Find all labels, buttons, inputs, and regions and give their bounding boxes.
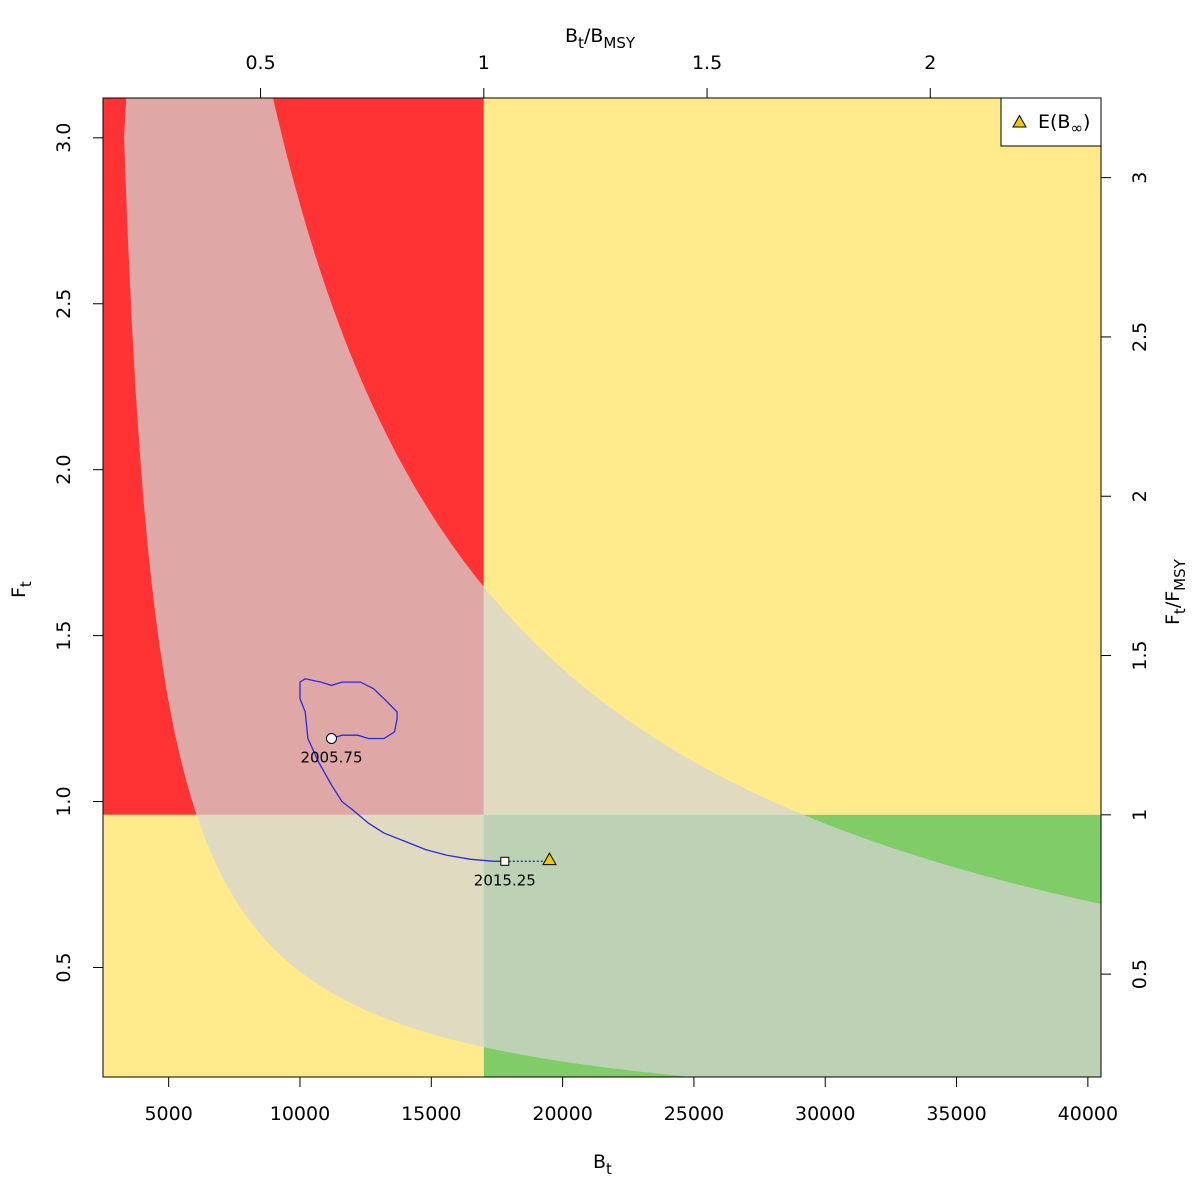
x-tick-label: 20000 (532, 1103, 592, 1125)
right-tick-label: 2.5 (1129, 322, 1151, 352)
right-axis: 0.5 1 1.5 2 2.5 3 (1100, 172, 1151, 989)
x-axis: 5000 10000 15000 20000 25000 30000 35000 40000 (144, 1076, 1118, 1125)
y-tick-label: 2.5 (53, 289, 75, 319)
right-tick-label: 3 (1129, 172, 1151, 184)
legend-label: E(B∞) (1038, 111, 1090, 137)
trajectory-line (299, 678, 505, 862)
x-tick-label: 5000 (144, 1103, 192, 1125)
right-axis-title: Ft/FMSY (1162, 558, 1189, 625)
band-area (124, 98, 1101, 1077)
right-tick-label: 0.5 (1129, 959, 1151, 989)
svg-text:Ft: Ft (8, 581, 35, 598)
x-axis-title: Bt (593, 1151, 612, 1178)
y-tick-label: 1.5 (53, 621, 75, 651)
top-axis-title: Bt/BMSY (565, 25, 636, 52)
start-label: 2005.75 (300, 748, 362, 766)
svg-text:Ft/FMSY: Ft/FMSY (1162, 558, 1189, 625)
svg-text:Bt/BMSY: Bt/BMSY (565, 25, 636, 52)
equilibrium-point (542, 852, 557, 866)
x-tick-label: 40000 (1058, 1103, 1118, 1125)
y-tick-label: 3.0 (53, 123, 75, 153)
uncertainty-band (124, 98, 1101, 1077)
y-tick-label: 2.0 (53, 455, 75, 485)
right-tick-label: 1 (1129, 809, 1151, 821)
triangle-icon (1012, 114, 1027, 128)
top-tick-label: 1.5 (692, 52, 722, 74)
x-tick-label: 35000 (926, 1103, 986, 1125)
right-tick-label: 2 (1129, 490, 1151, 502)
end-label: 2015.25 (474, 871, 536, 889)
top-tick-label: 1 (478, 52, 490, 74)
top-tick-label: 2 (924, 52, 936, 74)
trajectory: 2005.75 2015.25 (299, 678, 557, 889)
plot-frame (102, 97, 1102, 1078)
y-axis-title: Ft (8, 581, 35, 598)
x-tick-label: 10000 (270, 1103, 330, 1125)
start-point (325, 732, 337, 744)
top-axis: 0.5 1 1.5 2 (245, 52, 936, 99)
legend: E(B∞) (1000, 97, 1102, 147)
x-tick-label: 30000 (795, 1103, 855, 1125)
y-tick-label: 1.0 (53, 786, 75, 816)
x-tick-label: 25000 (664, 1103, 724, 1125)
top-tick-label: 0.5 (245, 52, 275, 74)
x-tick-label: 15000 (401, 1103, 461, 1125)
end-point (500, 856, 510, 866)
y-axis: 0.5 1.0 1.5 2.0 2.5 3.0 (53, 123, 104, 983)
right-tick-label: 1.5 (1129, 640, 1151, 670)
y-tick-label: 0.5 (53, 952, 75, 982)
svg-text:Bt: Bt (593, 1151, 612, 1178)
